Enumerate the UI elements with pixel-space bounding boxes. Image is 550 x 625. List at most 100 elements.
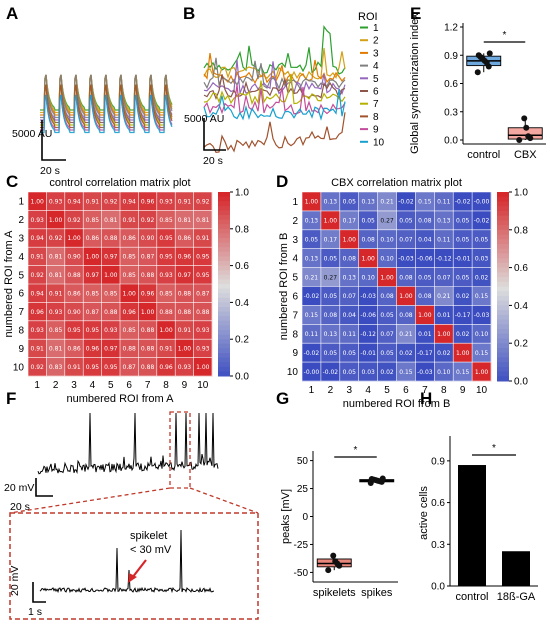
panelD-colorbar-step	[497, 334, 509, 339]
panelD-cell-value: 1.00	[343, 236, 357, 243]
panelC-colorbar-step	[218, 279, 230, 284]
panelD-cell-value: 0.17	[343, 218, 357, 225]
panelC-colorbar-step	[218, 233, 230, 238]
panelG-point-spikelets	[325, 567, 331, 573]
panelC-colorbar-step	[218, 197, 230, 202]
panelC-cell-value: 0.88	[159, 309, 173, 316]
panelC-cell-value: 0.91	[67, 364, 81, 371]
panelC-title: control correlation matrix plot	[49, 177, 190, 189]
panelC-cell-value: 0.95	[159, 254, 173, 261]
panel-label-a: A	[6, 4, 18, 23]
panelC-cell-value: 0.91	[178, 198, 192, 205]
panelC-cell-value: 0.96	[123, 309, 137, 316]
panelC-cell-value: 0.88	[141, 364, 155, 371]
panelC-cell-value: 0.86	[123, 235, 137, 242]
panelD-colorbar-step	[497, 201, 509, 206]
panelC-xtick-label: 1	[34, 380, 40, 391]
panelD-cell-value: 1.00	[418, 312, 432, 319]
panel-a-trace-10	[40, 95, 172, 133]
panelC-colorbar-step	[218, 339, 230, 344]
panelD-cell-value: 0.02	[456, 331, 470, 338]
panelD-cell-value: -0.03	[474, 312, 490, 319]
panelD-colorbar-step	[497, 239, 509, 244]
panelD-cell-value: -0.12	[360, 331, 376, 338]
panelC-cell-value: 0.92	[141, 217, 155, 224]
panelG-point-spikes	[380, 475, 386, 481]
panelD-colorbar-step	[497, 220, 509, 225]
panelC-cell-value: 0.83	[49, 364, 63, 371]
panelC-ytick-label: 9	[18, 344, 24, 355]
panelC-colorbar-step	[218, 321, 230, 326]
panelC-cell-value: 0.90	[141, 235, 155, 242]
panelC-colorbar-step	[218, 270, 230, 275]
panelC-cell-value: 0.85	[104, 290, 118, 297]
panelC-cell-value: 0.96	[141, 290, 155, 297]
panelD-colorbar-step	[497, 324, 509, 329]
panelC-xtick-label: 2	[53, 380, 59, 391]
legend-label-4: 4	[373, 61, 379, 72]
panelC-cell-value: 0.88	[178, 290, 192, 297]
panelD-cell-value: -0.06	[417, 255, 433, 262]
panelD-colorbar-step	[497, 235, 509, 240]
panelC-cell-value: 0.93	[196, 346, 210, 353]
panelC-xtick-label: 5	[108, 380, 114, 391]
panelD-cell-value: -0.03	[398, 255, 414, 262]
panelC-cell-value: 0.94	[67, 198, 81, 205]
panelD-colorbar-step	[497, 244, 509, 249]
panelC-colorbar-step	[218, 243, 230, 248]
panelC-cell-value: 0.85	[86, 217, 100, 224]
panelC-cell-value: 0.94	[31, 290, 45, 297]
panelC-ytick-label: 2	[18, 215, 24, 226]
panelC-cell-value: 0.88	[141, 346, 155, 353]
panelE-ytick-label: 1.2	[444, 23, 458, 34]
panelD-cell-value: 0.07	[343, 293, 357, 300]
panelC-cell-value: 0.92	[104, 198, 118, 205]
panelD-cell-value: 0.08	[399, 274, 413, 281]
panelC-cell-value: 0.88	[196, 309, 210, 316]
panelD-ytick-label: 8	[292, 329, 298, 340]
panelC-cell-value: 0.91	[159, 346, 173, 353]
panelC-colorbar-step	[218, 307, 230, 312]
panelD-colorbar-step	[497, 296, 509, 301]
panelD-colorbar-step	[497, 272, 509, 277]
panelD-cell-value: -0.02	[323, 369, 339, 376]
panelC-cell-value: 0.90	[67, 254, 81, 261]
panelC-ytick-label: 4	[18, 252, 24, 263]
panel-h-bar-1	[502, 551, 530, 586]
panelD-cell-value: 0.15	[456, 369, 470, 376]
panelD-cell-value: -0.06	[360, 312, 376, 319]
panelC-cell-value: 0.92	[67, 217, 81, 224]
panelE-point-CBX	[521, 115, 527, 121]
panelC-cell-value: 0.97	[104, 254, 118, 261]
panelD-cell-value: 0.10	[380, 236, 394, 243]
panelC-cell-value: 0.91	[86, 198, 100, 205]
panel-h-ytick-label: 0.9	[431, 456, 445, 467]
panelD-cell-value: 0.15	[305, 312, 319, 319]
panelC-colorbar-label: 0.8	[235, 224, 249, 235]
panelD-cell-value: 0.21	[305, 274, 319, 281]
panelC-cell-value: 0.86	[67, 290, 81, 297]
panelC-cell-value: 0.92	[31, 272, 45, 279]
panelC-cell-value: 0.96	[86, 346, 100, 353]
panelD-cell-value: -0.02	[304, 293, 320, 300]
panelD-cell-value: 0.07	[437, 274, 451, 281]
panelC-ytick-label: 10	[13, 362, 25, 373]
panelD-cell-value: 0.13	[305, 218, 319, 225]
panelE-xtick-label: control	[467, 149, 500, 161]
panelC-xlabel: numbered ROI from A	[67, 393, 175, 405]
spikelet-label-line1: spikelet	[130, 530, 167, 542]
panelD-colorbar-step	[497, 249, 509, 254]
panelD-cell-value: 0.08	[418, 218, 432, 225]
panelC-cell-value: 0.93	[196, 327, 210, 334]
panelC-cell-value: 0.94	[31, 235, 45, 242]
panelC-cell-value: 0.93	[49, 309, 63, 316]
panelG-ytick-label: 25	[297, 484, 309, 495]
panelE-ylabel: Global synchronization index	[409, 13, 421, 154]
panel-f-scale-bottom-y: 20 mV	[9, 566, 21, 596]
panelD-xtick-label: 7	[422, 385, 428, 396]
panelD-colorbar-label: 0.6	[514, 263, 528, 274]
panelC-cell-value: 0.88	[141, 327, 155, 334]
panelD-xtick-label: 1	[309, 385, 315, 396]
panelE-ytick-label: 0.6	[444, 79, 458, 90]
panelC-cell-value: 0.97	[104, 346, 118, 353]
